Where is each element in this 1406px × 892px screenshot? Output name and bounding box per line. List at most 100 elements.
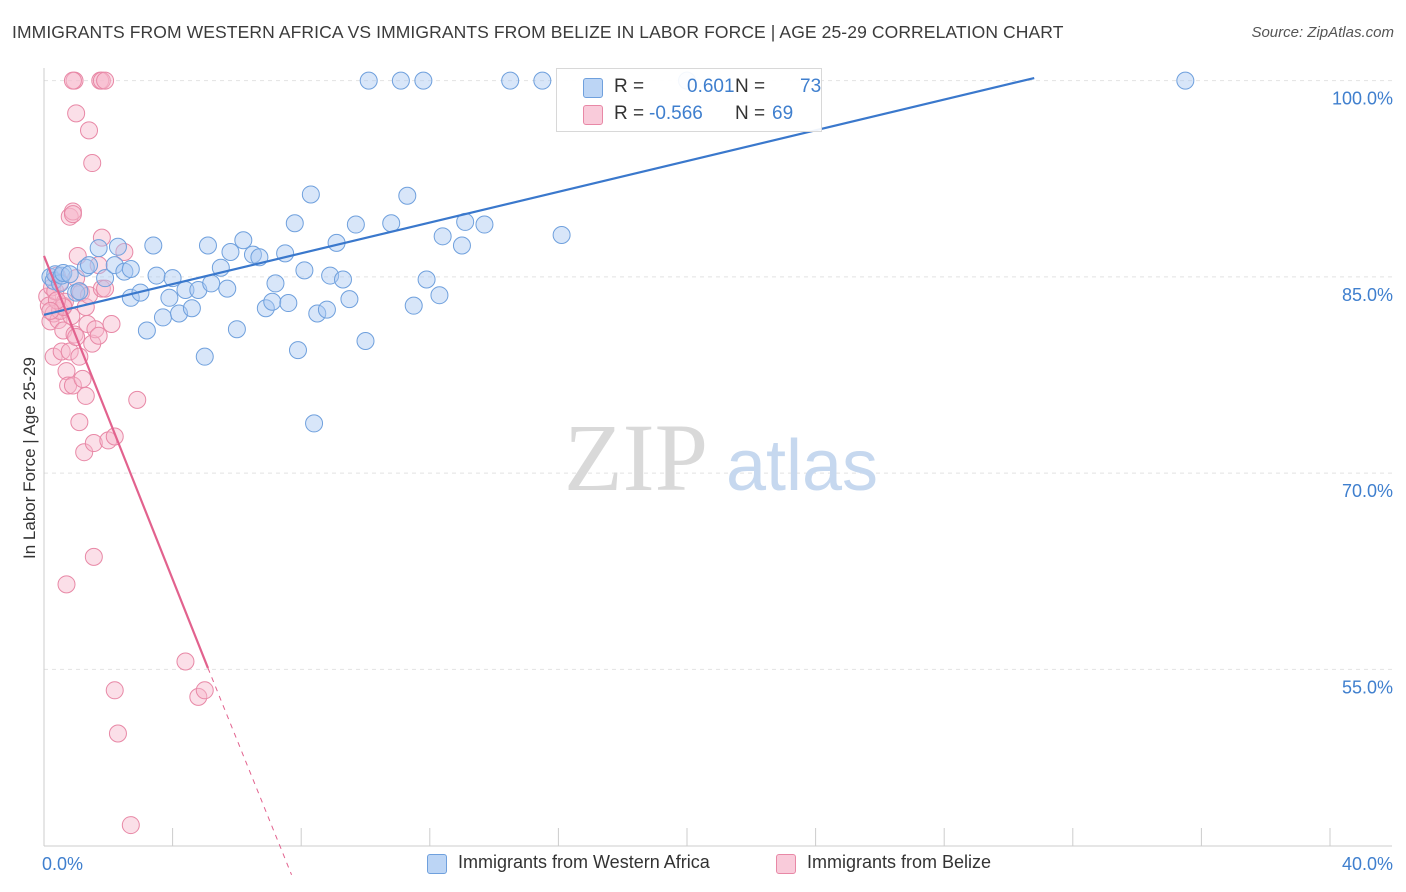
- data-point-western-africa: [305, 414, 324, 433]
- data-point-western-africa: [433, 227, 452, 246]
- legend-blue-n-value: 73: [800, 76, 822, 97]
- data-point-western-africa: [263, 292, 282, 311]
- data-point-western-africa: [391, 71, 410, 90]
- trend-line-belize-extrapolated: [207, 667, 293, 875]
- data-point-belize: [92, 228, 111, 247]
- chart-title: IMMIGRANTS FROM WESTERN AFRICA VS IMMIGR…: [12, 22, 1064, 42]
- data-point-belize: [176, 652, 195, 671]
- data-point-western-africa: [218, 279, 237, 298]
- data-point-belize: [63, 376, 82, 395]
- data-point-western-africa: [121, 260, 140, 279]
- x-tick-label: 0.0%: [42, 854, 83, 874]
- legend-swatch-belize: [776, 854, 796, 874]
- data-point-western-africa: [285, 214, 304, 233]
- legend-pink-n-label: N =: [735, 103, 766, 124]
- axes: [43, 68, 1392, 847]
- data-point-western-africa: [256, 299, 275, 318]
- data-point-western-africa: [359, 71, 378, 90]
- legend-blue-r-label: R =: [614, 76, 645, 97]
- data-point-western-africa: [417, 270, 436, 289]
- tick-labels: 100.0% 85.0% 70.0% 55.0% 0.0% 40.0%: [42, 89, 1393, 874]
- data-point-western-africa: [552, 226, 571, 245]
- data-point-western-africa: [279, 294, 298, 313]
- data-point-western-africa: [80, 256, 99, 275]
- data-point-western-africa: [144, 236, 163, 255]
- y-tick-label: 55.0%: [1342, 677, 1393, 697]
- data-point-belize: [121, 816, 140, 835]
- data-point-belize: [102, 314, 121, 333]
- legend-blue-r-value: 0.601: [687, 76, 735, 97]
- x-tick-label: 40.0%: [1342, 854, 1393, 874]
- trend-line-belize: [42, 255, 209, 669]
- y-tick-label: 100.0%: [1332, 89, 1393, 109]
- data-point-belize: [75, 443, 94, 462]
- watermark-atlas: atlas: [726, 426, 878, 506]
- data-point-western-africa: [356, 331, 375, 350]
- data-point-belize: [96, 279, 115, 298]
- data-point-western-africa: [198, 236, 217, 255]
- data-point-western-africa: [202, 274, 221, 293]
- data-point-western-africa: [160, 288, 179, 307]
- data-point-belize: [67, 104, 86, 123]
- legend-swatch-western-africa: [427, 854, 447, 874]
- data-point-western-africa: [317, 300, 336, 319]
- legend-label-belize: Immigrants from Belize: [807, 852, 992, 872]
- legend-swatch-pink: [583, 105, 603, 125]
- data-point-belize: [76, 386, 95, 405]
- data-point-western-africa: [234, 231, 253, 250]
- data-point-western-africa: [266, 274, 285, 293]
- legend-swatch-blue: [583, 78, 603, 98]
- data-point-belize: [128, 390, 147, 409]
- data-point-western-africa: [76, 258, 95, 277]
- data-point-belize: [83, 154, 102, 173]
- data-point-western-africa: [333, 270, 352, 289]
- legend-pink-n-value: 69: [772, 103, 794, 124]
- trend-lines: [42, 76, 1035, 875]
- data-point-western-africa: [404, 296, 423, 315]
- y-axis-label: In Labor Force | Age 25-29: [20, 357, 39, 559]
- data-point-western-africa: [414, 71, 433, 90]
- data-point-western-africa: [70, 282, 89, 301]
- source-credit: Source: ZipAtlas.com: [1251, 24, 1394, 41]
- data-point-belize: [89, 326, 108, 345]
- data-point-western-africa: [108, 237, 127, 256]
- legend-blue-n-label: N =: [735, 76, 766, 97]
- data-point-belize: [73, 369, 92, 388]
- data-point-western-africa: [340, 290, 359, 309]
- data-point-belize: [189, 687, 208, 706]
- data-point-western-africa: [288, 341, 307, 360]
- y-tick-label: 85.0%: [1342, 285, 1393, 305]
- data-point-western-africa: [153, 308, 172, 327]
- data-point-western-africa: [54, 263, 73, 282]
- series-belize-points: [38, 71, 214, 835]
- data-point-belize: [108, 724, 127, 743]
- data-point-belize: [84, 547, 103, 566]
- data-point-belize: [84, 434, 103, 453]
- data-point-western-africa: [227, 320, 246, 339]
- data-point-western-africa: [308, 304, 327, 323]
- data-point-belize: [195, 681, 214, 700]
- data-point-western-africa: [430, 286, 449, 305]
- data-point-western-africa: [475, 215, 494, 234]
- data-point-western-africa: [295, 261, 314, 280]
- data-point-belize: [63, 205, 82, 224]
- data-point-western-africa: [398, 186, 417, 205]
- data-point-western-africa: [501, 71, 520, 90]
- data-point-belize: [57, 575, 76, 594]
- data-point-western-africa: [89, 239, 108, 258]
- legend-pink-r-label: R =: [614, 103, 645, 124]
- trend-line-western-africa: [43, 76, 1035, 316]
- data-point-western-africa: [1176, 71, 1195, 90]
- data-point-western-africa: [67, 283, 86, 302]
- data-point-western-africa: [346, 215, 365, 234]
- data-point-belize: [63, 71, 82, 90]
- data-point-western-africa: [452, 236, 471, 255]
- stats-legend: R = 0.601 N = 73 R = -0.566 N = 69: [556, 68, 822, 132]
- data-point-western-africa: [147, 266, 166, 285]
- data-point-western-africa: [195, 347, 214, 366]
- data-point-western-africa: [96, 269, 115, 288]
- data-point-western-africa: [301, 185, 320, 204]
- watermark: ZIP atlas: [564, 404, 878, 511]
- data-point-belize: [105, 681, 124, 700]
